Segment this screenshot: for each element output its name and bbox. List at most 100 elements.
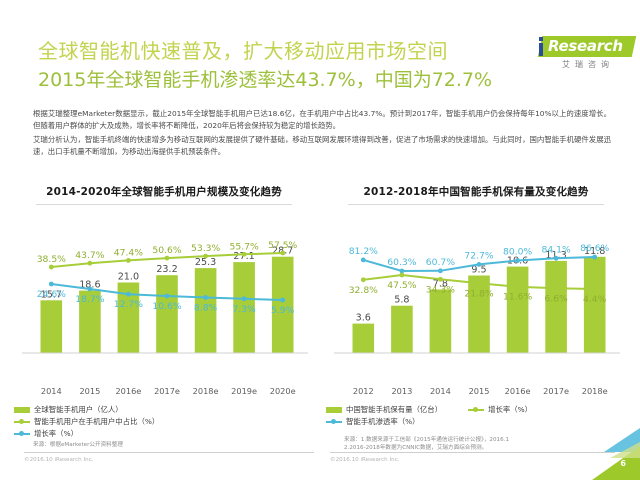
legend-label: 智能手机用户在手机用户中占比（%） — [34, 417, 160, 426]
line-value-label: 43.7% — [75, 250, 104, 261]
line-value-label: 5.9% — [271, 305, 295, 316]
x-tick-label: 2019e — [231, 386, 258, 396]
bar-value-label: 7.8 — [433, 278, 448, 289]
legend-row: 智能手机渗透率（%） — [326, 416, 626, 427]
page-number: 6 — [620, 459, 626, 468]
x-tick-label: 2018e — [192, 386, 219, 396]
line-value-label: 47.4% — [114, 247, 143, 258]
bar-value-label: 11.8 — [584, 246, 605, 257]
chart-plot-left: 15.718.621.023.225.327.128.738.5%43.7%47… — [14, 213, 314, 385]
source-note-left: 来源：根据eMarketer公开资料整理 — [33, 441, 313, 449]
logo-wordmark: Research — [548, 37, 623, 55]
page-title-primary: 全球智能机快速普及，扩大移动应用市场空间 — [38, 39, 448, 63]
data-point — [360, 257, 366, 263]
bar — [352, 323, 375, 353]
x-tick-label: 2014 — [429, 386, 451, 396]
legend-label: 全球智能手机用户（亿人） — [34, 405, 123, 414]
x-axis-labels-left: 2014 2015 2016e 2017e 2018e 2019e 2020e — [14, 386, 314, 400]
data-point — [399, 272, 405, 278]
bar — [194, 268, 217, 353]
legend-label: 增长率（%） — [34, 429, 78, 438]
bar-group: 10.6 — [506, 256, 529, 353]
data-point — [126, 291, 131, 297]
bar-value-label: 11.3 — [545, 250, 566, 261]
bar — [429, 289, 452, 353]
source-note-right-line2: 2.2016-2018年数据为CNNIC数据，艾瑞方面综合预测。 — [344, 445, 488, 451]
data-point — [126, 258, 131, 263]
bar-group: 21.0 — [117, 272, 140, 353]
bar — [583, 256, 606, 353]
bar — [156, 275, 178, 353]
chart-panel-china: 2012-2018年中国智能手机保有量及变化趋势 3.6 5.8 7.8 9.5 10.… — [326, 184, 626, 446]
data-point — [592, 254, 598, 260]
line-value-label: 18.7% — [75, 294, 104, 305]
line-value-label: 72.7% — [464, 250, 493, 261]
data-point — [241, 251, 247, 257]
bar-group: 25.3 — [194, 257, 217, 353]
legend-swatch-line — [326, 418, 342, 426]
title-block: 全球智能机快速普及，扩大移动应用市场空间 2015年全球智能手机渗透率达43.7… — [38, 38, 548, 93]
bar-group: 9.5 — [468, 265, 490, 353]
bar-value-label: 23.2 — [156, 264, 177, 275]
legend-row: 智能手机用户在手机用户中占比（%） — [14, 416, 314, 427]
line-value-label: 53.3% — [191, 243, 220, 254]
bar-group: 23.2 — [156, 264, 178, 353]
data-point — [48, 264, 54, 270]
chart-svg-left: 15.718.621.023.225.327.128.738.5%43.7%47… — [22, 240, 308, 354]
x-tick-label: 2018e — [581, 386, 608, 396]
x-tick-label: 2013 — [391, 386, 413, 396]
source-note-right-line1: 来源：1.数据来源于工信部《2015年通信运行统计公报》，2016.1 — [344, 437, 510, 443]
line-value-label: 60.3% — [387, 257, 416, 268]
bar — [117, 282, 140, 353]
logo-i-stem — [539, 43, 543, 56]
data-point — [241, 296, 247, 302]
legend-row: 全球智能手机用户（亿人） — [14, 404, 314, 415]
body-paragraph-2: 艾瑞分析认为，智能手机终端的快速增多为移动互联网的发展提供了硬件基础，移动互联网… — [33, 135, 611, 156]
x-tick-label: 2017e — [154, 386, 180, 396]
x-tick-label: 2014 — [40, 386, 62, 396]
data-point — [515, 284, 520, 290]
line-value-label: 12.7% — [114, 299, 143, 310]
legend-row: 中国智能手机保有量（亿台） 增长率（%） — [326, 404, 626, 415]
line-value-label: 32.8% — [349, 285, 378, 296]
data-point — [280, 250, 286, 256]
bar-group: 3.6 — [352, 313, 375, 353]
chart-legend-left: 全球智能手机用户（亿人） 智能手机用户在手机用户中占比（%） 增长率（%） — [14, 404, 314, 439]
x-axis-labels-right: 2012 2013 2014 2015 2016e 2017e 2018e — [326, 386, 626, 400]
data-point — [203, 253, 209, 259]
data-point — [360, 277, 366, 283]
legend-label: 增长率（%） — [488, 405, 533, 414]
bar — [271, 256, 294, 353]
data-point — [399, 268, 405, 274]
iresearch-logo: Research 艾瑞咨询 — [530, 36, 637, 74]
logo-i-dot — [539, 37, 543, 41]
line-value-label: 84.1% — [542, 244, 571, 255]
data-point — [476, 262, 482, 267]
bar-group: 27.1 — [233, 251, 255, 353]
chart-title-divider — [348, 204, 604, 205]
chart-title-left: 2014-2020年全球智能手机用户规模及变化趋势 — [46, 186, 282, 198]
bar-value-label: 21.0 — [118, 272, 139, 283]
source-note-right: 来源：1.数据来源于工信部《2015年通信运行统计公报》，2016.1 2.20… — [344, 436, 609, 452]
bar-group: 7.8 — [429, 278, 452, 353]
chart-title-right: 2012-2018年中国智能手机保有量及变化趋势 — [363, 186, 589, 198]
bar — [506, 266, 529, 353]
data-point — [164, 255, 170, 261]
body-text: 根据艾瑞整理eMarketer数据显示，截止2015年全球智能手机用户已达18.… — [33, 108, 611, 157]
bar-value-label: 3.6 — [356, 313, 371, 324]
line-value-label: 38.5% — [37, 254, 66, 265]
legend-swatch-line — [14, 418, 30, 426]
line-value-label: 34.3% — [426, 284, 455, 295]
chart-legend-right: 中国智能手机保有量（亿台） 增长率（%） 智能手机渗透率（%） — [326, 404, 626, 427]
data-point — [87, 286, 93, 292]
line-value-label: 47.5% — [387, 280, 416, 291]
corner-decoration — [592, 428, 640, 480]
legend-label: 智能手机渗透率（%） — [346, 417, 420, 426]
bar — [391, 305, 413, 353]
line-value-label: 57.5% — [268, 240, 297, 251]
bar-value-label: 15.7 — [41, 289, 62, 300]
line-value-label: 86.6% — [580, 243, 609, 254]
bar — [233, 262, 255, 353]
data-point — [438, 276, 443, 282]
legend-label: 中国智能手机保有量（亿台） — [346, 405, 443, 414]
